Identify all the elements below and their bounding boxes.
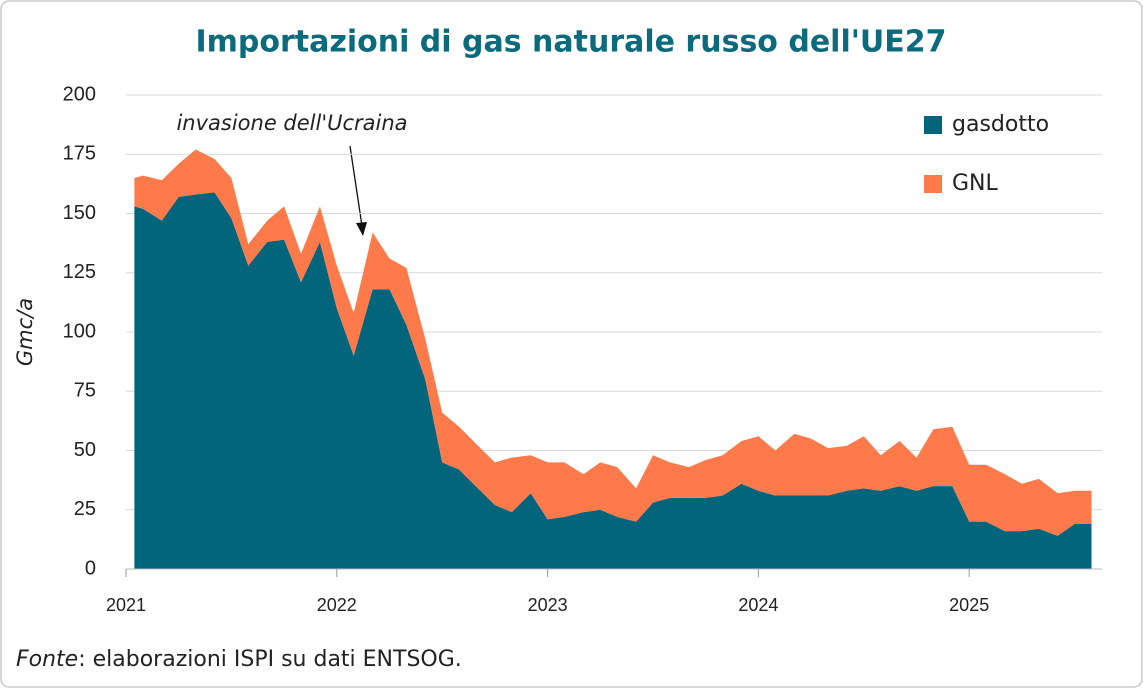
- annotation: invasione dell'Ucraina: [176, 111, 407, 135]
- x-tick-label: 2024: [738, 595, 778, 615]
- y-tick-label: 175: [63, 143, 96, 165]
- chart-title: Importazioni di gas naturale russo dell'…: [195, 25, 946, 60]
- x-tick-label: 2022: [317, 595, 357, 615]
- y-tick-label: 200: [63, 83, 96, 105]
- legend-swatch: [924, 175, 942, 193]
- legend-label: GNL: [952, 171, 999, 196]
- y-tick-label: 50: [74, 439, 96, 461]
- y-tick-label: 125: [63, 261, 96, 283]
- legend-swatch: [924, 116, 942, 134]
- area: [134, 149, 1092, 536]
- x-tick-label: 2023: [528, 595, 568, 615]
- source-label: Fonte: [16, 647, 78, 672]
- annotation-arrow: [349, 145, 363, 227]
- annotation-arrowhead: [356, 222, 367, 236]
- y-tick-label: 100: [63, 320, 96, 342]
- y-tick-label: 25: [74, 498, 96, 520]
- y-tick-label: 0: [85, 557, 96, 579]
- x-tick-label: 2025: [949, 595, 989, 615]
- y-axis-label: Gmc/a: [13, 298, 37, 366]
- legend-label: gasdotto: [952, 112, 1049, 137]
- y-tick-label: 150: [63, 202, 96, 224]
- area: [134, 192, 1092, 569]
- source-text: : elaborazioni ISPI su dati ENTSOG.: [78, 647, 462, 672]
- y-tick-label: 75: [74, 380, 96, 402]
- source: Fonte: elaborazioni ISPI su dati ENTSOG.: [16, 647, 462, 672]
- x-tick-label: 2021: [106, 595, 146, 615]
